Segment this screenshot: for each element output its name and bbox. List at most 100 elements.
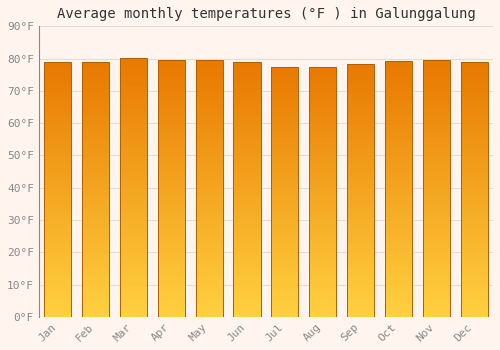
Bar: [44, 224, 72, 225]
Bar: [422, 274, 450, 276]
Bar: [460, 259, 488, 261]
Bar: [460, 142, 488, 144]
Bar: [385, 291, 412, 293]
Bar: [158, 151, 185, 153]
Bar: [234, 62, 260, 64]
Bar: [385, 264, 412, 266]
Bar: [347, 248, 374, 250]
Bar: [347, 160, 374, 162]
Bar: [271, 252, 298, 253]
Bar: [234, 315, 260, 317]
Bar: [158, 64, 185, 65]
Bar: [271, 227, 298, 229]
Bar: [234, 186, 260, 188]
Bar: [422, 267, 450, 269]
Bar: [234, 64, 260, 66]
Bar: [385, 303, 412, 305]
Bar: [460, 180, 488, 181]
Bar: [422, 85, 450, 87]
Bar: [309, 222, 336, 223]
Bar: [196, 252, 223, 253]
Bar: [347, 283, 374, 285]
Bar: [385, 310, 412, 312]
Bar: [385, 221, 412, 223]
Bar: [158, 158, 185, 159]
Bar: [347, 147, 374, 148]
Bar: [385, 109, 412, 111]
Bar: [158, 308, 185, 310]
Bar: [309, 68, 336, 70]
Bar: [158, 88, 185, 89]
Bar: [422, 123, 450, 125]
Bar: [271, 83, 298, 85]
Bar: [460, 293, 488, 295]
Bar: [234, 71, 260, 72]
Bar: [385, 119, 412, 121]
Bar: [271, 257, 298, 258]
Bar: [82, 124, 109, 125]
Bar: [234, 244, 260, 246]
Bar: [234, 205, 260, 206]
Bar: [422, 289, 450, 291]
Bar: [385, 71, 412, 73]
Bar: [234, 132, 260, 134]
Bar: [120, 85, 147, 87]
Bar: [158, 135, 185, 137]
Bar: [234, 147, 260, 149]
Bar: [196, 288, 223, 289]
Bar: [347, 236, 374, 238]
Bar: [347, 190, 374, 192]
Bar: [234, 206, 260, 208]
Bar: [422, 87, 450, 89]
Bar: [234, 68, 260, 69]
Bar: [385, 213, 412, 215]
Bar: [234, 232, 260, 234]
Bar: [44, 258, 72, 259]
Bar: [309, 307, 336, 308]
Bar: [196, 291, 223, 293]
Bar: [196, 142, 223, 144]
Bar: [44, 68, 72, 69]
Bar: [120, 99, 147, 101]
Bar: [196, 79, 223, 81]
Bar: [385, 237, 412, 238]
Bar: [460, 254, 488, 256]
Bar: [82, 78, 109, 79]
Bar: [385, 116, 412, 117]
Bar: [385, 87, 412, 89]
Bar: [158, 209, 185, 211]
Bar: [385, 170, 412, 172]
Bar: [234, 291, 260, 293]
Bar: [158, 192, 185, 194]
Bar: [120, 125, 147, 127]
Bar: [158, 113, 185, 115]
Bar: [120, 294, 147, 296]
Bar: [385, 300, 412, 301]
Bar: [234, 302, 260, 303]
Bar: [120, 132, 147, 134]
Bar: [196, 281, 223, 282]
Bar: [309, 265, 336, 267]
Bar: [196, 76, 223, 77]
Bar: [271, 155, 298, 157]
Bar: [271, 175, 298, 177]
Bar: [196, 295, 223, 296]
Bar: [347, 64, 374, 66]
Bar: [82, 215, 109, 217]
Bar: [271, 214, 298, 215]
Bar: [309, 240, 336, 242]
Bar: [196, 241, 223, 243]
Bar: [82, 130, 109, 132]
Bar: [347, 172, 374, 174]
Bar: [234, 256, 260, 258]
Bar: [422, 99, 450, 101]
Bar: [385, 85, 412, 87]
Bar: [460, 302, 488, 303]
Bar: [460, 236, 488, 237]
Bar: [82, 296, 109, 298]
Bar: [422, 313, 450, 315]
Bar: [120, 149, 147, 151]
Bar: [196, 257, 223, 259]
Bar: [309, 258, 336, 260]
Bar: [271, 208, 298, 210]
